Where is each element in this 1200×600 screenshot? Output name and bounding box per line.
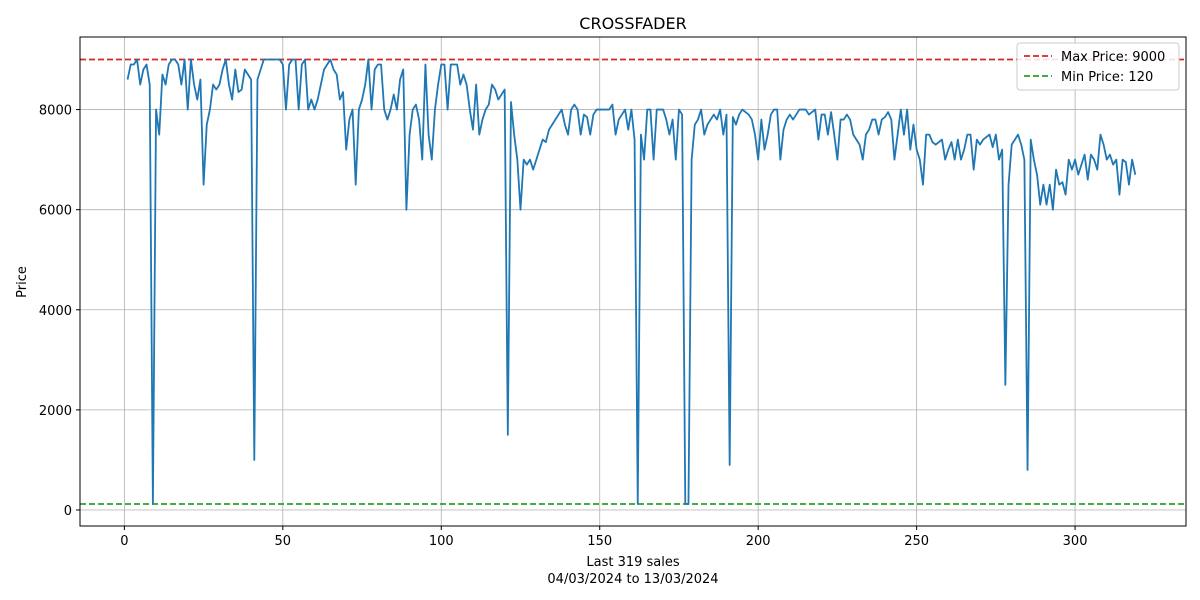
legend: Max Price: 9000 Min Price: 120 <box>1016 42 1180 91</box>
y-axis-label: Price <box>15 266 30 298</box>
chart-title: CROSSFADER <box>579 14 686 33</box>
y-tick-label: 4000 <box>39 304 72 319</box>
x-tick-label: 0 <box>120 534 128 549</box>
x-tick-label: 300 <box>1063 534 1088 549</box>
legend-box <box>1016 42 1180 91</box>
y-tick-label: 0 <box>64 504 72 519</box>
price-series-line <box>126 58 1137 505</box>
y-tick-label: 2000 <box>39 404 72 419</box>
y-axis-ticks: 0 2000 4000 6000 8000 <box>39 104 80 519</box>
plot-area <box>80 37 1186 526</box>
x-tick-label: 250 <box>904 534 929 549</box>
x-tick-label: 50 <box>275 534 292 549</box>
x-tick-label: 200 <box>746 534 771 549</box>
y-tick-label: 6000 <box>39 204 72 219</box>
legend-max-price-label: Max Price: 9000 <box>1061 50 1165 65</box>
plot-frame <box>79 36 1187 527</box>
x-axis-label: Last 319 sales <box>586 555 680 570</box>
legend-min-price-label: Min Price: 120 <box>1061 70 1153 85</box>
grid-lines <box>80 37 1186 526</box>
x-tick-label: 150 <box>587 534 612 549</box>
x-axis-sublabel: 04/03/2024 to 13/03/2024 <box>547 572 718 587</box>
x-tick-label: 100 <box>429 534 454 549</box>
x-axis-ticks: 0 50 100 150 200 250 300 <box>120 526 1087 549</box>
y-tick-label: 8000 <box>39 104 72 119</box>
